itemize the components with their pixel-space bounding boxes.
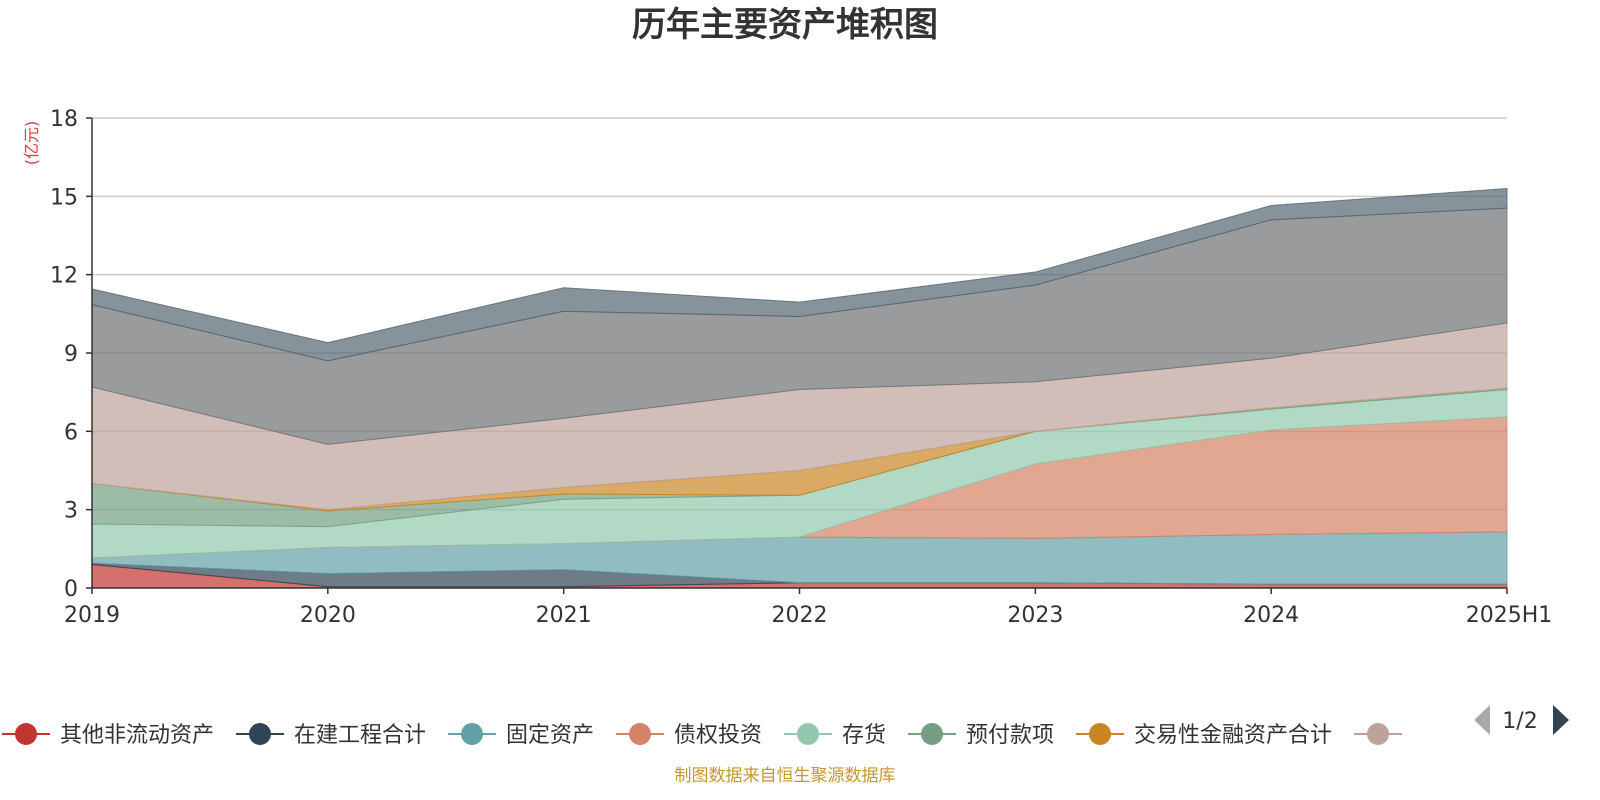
x-tick-label: 2022 (772, 603, 828, 628)
y-axis-unit-label: (亿元) (22, 121, 41, 166)
y-tick-labels: 0 3 6 9 12 15 18 (50, 107, 78, 602)
legend-circle-icon (249, 723, 271, 745)
legend-circle-icon (797, 723, 819, 745)
legend-label: 固定资产 (506, 723, 594, 748)
x-tick-label: 2025H1 (1466, 603, 1553, 628)
legend-item-truncated[interactable] (1354, 723, 1402, 745)
legend-page-indicator: 1/2 (1502, 709, 1537, 734)
x-tick-label: 2023 (1007, 603, 1063, 628)
legend-item[interactable]: 其他非流动资产 (2, 723, 214, 748)
x-tick-label: 2020 (300, 603, 356, 628)
y-tick-label: 9 (64, 342, 78, 367)
legend-item[interactable]: 预付款项 (908, 723, 1054, 748)
legend-pager: 1/2 (1474, 705, 1569, 735)
y-tick-label: 12 (50, 264, 78, 289)
x-tick-label: 2019 (64, 603, 120, 628)
legend-prev-arrow-icon[interactable] (1474, 705, 1490, 735)
x-tick-label: 2024 (1243, 603, 1299, 628)
legend-label: 债权投资 (674, 723, 762, 748)
legend-next-arrow-icon[interactable] (1553, 705, 1569, 735)
area-series-group (91, 187, 1508, 589)
data-source-note: 制图数据来自恒生聚源数据库 (675, 766, 896, 786)
legend-item[interactable]: 固定资产 (448, 723, 594, 748)
legend-label: 在建工程合计 (294, 723, 426, 748)
legend-item[interactable]: 交易性金融资产合计 (1076, 723, 1332, 748)
legend: 其他非流动资产 在建工程合计 固定资产 债权投资 存货 预付款项 交易性金融资产合计 (2, 723, 1402, 748)
legend-circle-icon (1367, 723, 1389, 745)
y-tick-label: 6 (64, 420, 78, 445)
legend-label: 交易性金融资产合计 (1134, 723, 1332, 748)
legend-circle-icon (629, 723, 651, 745)
legend-label: 存货 (842, 723, 886, 748)
y-tick-label: 0 (64, 577, 78, 602)
legend-circle-icon (461, 723, 483, 745)
legend-item[interactable]: 在建工程合计 (236, 723, 426, 748)
legend-item[interactable]: 债权投资 (616, 723, 762, 748)
x-tick-labels: 2019 2020 2021 2022 2023 2024 2025H1 (64, 588, 1552, 628)
y-tick-label: 3 (64, 499, 78, 524)
y-tick-label: 15 (50, 185, 78, 210)
x-tick-label: 2021 (536, 603, 592, 628)
y-tick-label: 18 (50, 107, 78, 132)
legend-circle-icon (1089, 723, 1111, 745)
legend-item[interactable]: 存货 (784, 723, 886, 748)
legend-circle-icon (15, 723, 37, 745)
legend-circle-icon (921, 723, 943, 745)
area-series-9 (91, 187, 1508, 362)
legend-label: 其他非流动资产 (60, 723, 214, 748)
legend-label: 预付款项 (966, 723, 1054, 748)
chart-title: 历年主要资产堆积图 (632, 5, 938, 45)
